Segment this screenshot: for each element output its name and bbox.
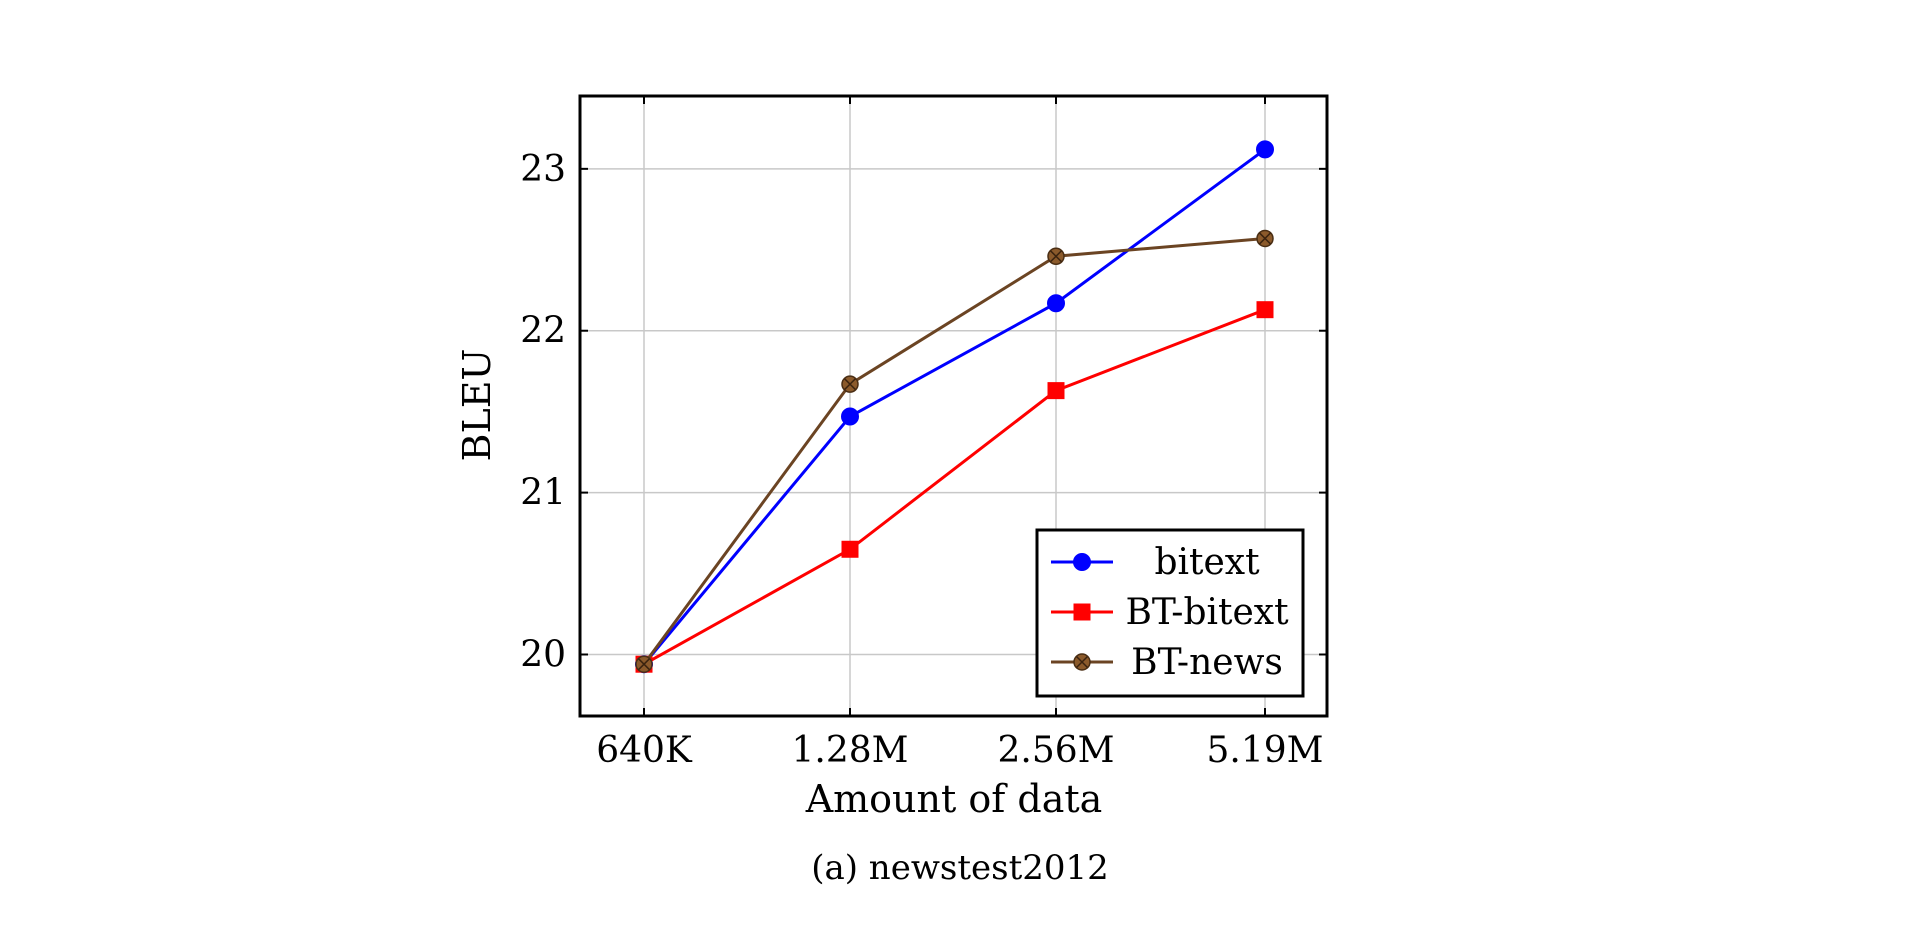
plot-border: [578, 94, 1329, 718]
figure-caption: (a) newstest2012: [811, 848, 1109, 888]
legend-label: BT-bitext: [1125, 592, 1289, 633]
x-tick-label: 5.19M: [1206, 730, 1323, 771]
legend-entry-bt-bitext: BT-bitext: [1051, 592, 1289, 633]
data-point-bitext: [1047, 294, 1065, 313]
legend: bitext BT-bitext BT-news: [1035, 528, 1305, 698]
marker-cross: [843, 378, 857, 391]
data-point-bt-news: [1256, 229, 1274, 248]
marker-cross: [637, 658, 651, 671]
x-tick-label: 1.28M: [791, 730, 908, 771]
y-tick-label: 21: [520, 473, 566, 514]
series-bt-news: [635, 229, 1274, 673]
x-tick-label: 640K: [596, 730, 693, 771]
marker-cross: [1075, 655, 1089, 669]
data-point-bt-bitext: [841, 540, 859, 558]
data-point-bt-news: [841, 375, 859, 393]
y-tick-label: 22: [520, 311, 566, 352]
y-tick-label: 23: [520, 149, 566, 190]
legend-label: BT-news: [1131, 642, 1283, 683]
legend-entry-bt-news: BT-news: [1051, 642, 1283, 683]
data-point-bt-bitext: [1256, 301, 1274, 319]
data-point-bitext: [841, 407, 859, 426]
legend-label: bitext: [1154, 542, 1260, 583]
grid: [580, 96, 1327, 716]
series-line-bt-bitext: [643, 308, 1266, 666]
data-point-bt-bitext: [1047, 382, 1065, 400]
x-axis-label: Amount of data: [805, 777, 1103, 821]
legend-swatch-marker: [1073, 653, 1091, 671]
series-line-bitext: [642, 148, 1266, 666]
data-point-bitext: [1256, 140, 1274, 159]
marker-cross: [1258, 232, 1272, 245]
series-lines: [635, 140, 1274, 674]
legend-swatch-marker: [1073, 603, 1091, 621]
data-point-bt-news: [1047, 247, 1065, 266]
y-axis-label: BLEU: [455, 349, 499, 462]
marker-cross: [1049, 250, 1063, 263]
x-tick-label: 2.56M: [997, 730, 1114, 771]
data-point-bt-news: [635, 655, 653, 673]
y-tick-label: 20: [520, 634, 566, 675]
legend-swatch-marker: [1073, 553, 1091, 571]
legend-entry-bitext: bitext: [1051, 542, 1260, 583]
tick-labels: 640K 1.28M 2.56M 5.19M 20 21 22 23: [520, 149, 1323, 771]
plot-frame: [578, 94, 1329, 718]
series-line-bt-news: [642, 236, 1266, 666]
